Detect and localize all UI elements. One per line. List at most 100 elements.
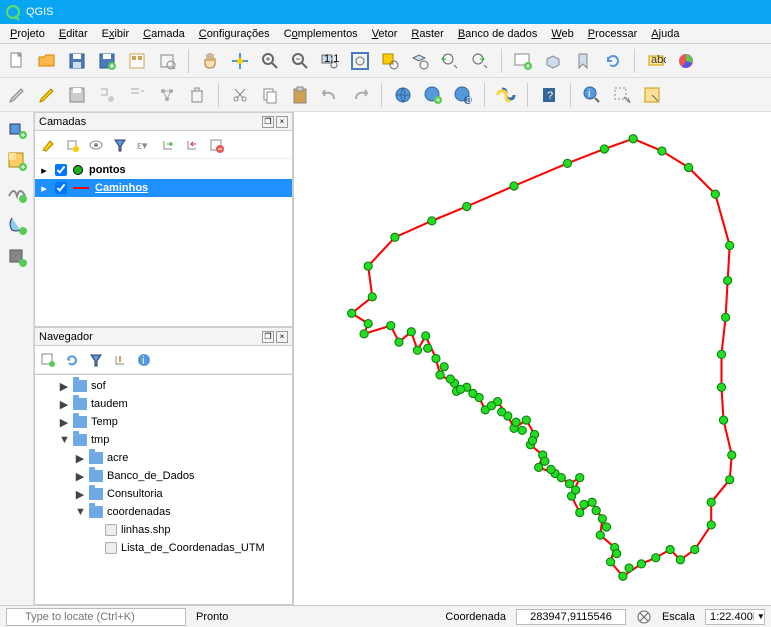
add-postgis-layer-icon[interactable] <box>4 244 30 270</box>
help-book-icon[interactable]: ? <box>536 82 562 108</box>
menu-editar[interactable]: Editar <box>53 26 94 42</box>
add-text-layer-icon[interactable] <box>4 180 30 206</box>
edit-pencil-icon[interactable] <box>4 82 30 108</box>
tree-row[interactable]: ▶Banco_de_Dados <box>35 467 292 485</box>
add-spatialite-layer-icon[interactable] <box>4 212 30 238</box>
tree-row[interactable]: ▶Temp <box>35 413 292 431</box>
layer-filter-icon[interactable] <box>63 136 81 154</box>
menu-camada[interactable]: Camada <box>137 26 191 42</box>
panel-close-icon[interactable]: × <box>276 331 288 343</box>
save-as-icon[interactable] <box>94 48 120 74</box>
select-rect-icon[interactable] <box>639 82 665 108</box>
layer-eye-icon[interactable] <box>87 136 105 154</box>
zoom-layer-icon[interactable] <box>407 48 433 74</box>
menu-projeto[interactable]: Projeto <box>4 26 51 42</box>
python-console-icon[interactable] <box>493 82 519 108</box>
tree-row[interactable]: ▶Consultoria <box>35 485 292 503</box>
globe-metasearch-icon[interactable] <box>390 82 416 108</box>
browser-refresh-icon[interactable] <box>63 351 81 369</box>
panel-float-icon[interactable]: ❐ <box>262 116 274 128</box>
diagram-tool-icon[interactable] <box>673 48 699 74</box>
map-canvas[interactable] <box>294 112 771 605</box>
layer-remove-icon[interactable] <box>207 136 225 154</box>
tree-toggle[interactable]: ▶ <box>59 416 69 429</box>
new-map-view-icon[interactable] <box>510 48 536 74</box>
paste-icon[interactable] <box>287 82 313 108</box>
layer-row[interactable]: ▸Caminhos <box>35 179 292 197</box>
edit-pencil-yellow-icon[interactable] <box>34 82 60 108</box>
menu-vetor[interactable]: Vetor <box>366 26 404 42</box>
layer-visibility-checkbox[interactable] <box>55 182 67 194</box>
zoom-out-icon[interactable] <box>287 48 313 74</box>
menu-exibir[interactable]: Exibir <box>96 26 136 42</box>
layer-visibility-checkbox[interactable] <box>55 164 67 176</box>
menu-raster[interactable]: Raster <box>405 26 449 42</box>
layer-expand-icon[interactable] <box>159 136 177 154</box>
layout-manager-icon[interactable] <box>124 48 150 74</box>
layer-expression-icon[interactable]: ε▾ <box>135 136 153 154</box>
undo-icon[interactable] <box>317 82 343 108</box>
layer-style-icon[interactable] <box>39 136 57 154</box>
tree-row[interactable]: Lista_de_Coordenadas_UTM <box>35 539 292 557</box>
cut-icon[interactable] <box>227 82 253 108</box>
redo-icon[interactable] <box>347 82 373 108</box>
tree-row[interactable]: ▼tmp <box>35 431 292 449</box>
tree-toggle[interactable]: ▶ <box>75 470 85 483</box>
save-icon[interactable] <box>64 48 90 74</box>
layer-collapse-icon[interactable] <box>183 136 201 154</box>
add-raster-layer-icon[interactable] <box>4 148 30 174</box>
move-feature-icon[interactable] <box>124 82 150 108</box>
zoom-next-icon[interactable] <box>467 48 493 74</box>
zoom-full-icon[interactable] <box>347 48 373 74</box>
browser-collapse-icon[interactable] <box>111 351 129 369</box>
locator-search-input[interactable] <box>6 608 186 626</box>
layer-expand-toggle[interactable]: ▸ <box>39 164 49 177</box>
style-manager-icon[interactable] <box>154 48 180 74</box>
layer-funnel-icon[interactable] <box>111 136 129 154</box>
add-vector-layer-icon[interactable] <box>4 116 30 142</box>
new-bookmark-icon[interactable] <box>570 48 596 74</box>
zoom-in-icon[interactable] <box>257 48 283 74</box>
tree-toggle[interactable]: ▼ <box>75 506 85 518</box>
new-3d-view-icon[interactable] <box>540 48 566 74</box>
panel-float-icon[interactable]: ❐ <box>262 331 274 343</box>
select-tool-icon[interactable] <box>609 82 635 108</box>
zoom-selection-icon[interactable] <box>377 48 403 74</box>
add-feature-icon[interactable] <box>94 82 120 108</box>
delete-icon[interactable] <box>184 82 210 108</box>
scale-selector[interactable]: 1:22.400▼ <box>705 609 765 625</box>
layer-expand-toggle[interactable]: ▸ <box>39 182 49 195</box>
label-tool-icon[interactable]: abc <box>643 48 669 74</box>
tree-toggle[interactable]: ▶ <box>59 398 69 411</box>
open-folder-icon[interactable] <box>34 48 60 74</box>
menu-configurações[interactable]: Configurações <box>193 26 276 42</box>
extents-toggle-icon[interactable] <box>636 609 652 625</box>
tree-row[interactable]: ▼coordenadas <box>35 503 292 521</box>
tree-toggle[interactable]: ▼ <box>59 434 69 446</box>
menu-banco de dados[interactable]: Banco de dados <box>452 26 544 42</box>
browser-filter-icon[interactable] <box>87 351 105 369</box>
identify-icon[interactable]: i <box>579 82 605 108</box>
browser-properties-icon[interactable]: i <box>135 351 153 369</box>
tree-toggle[interactable]: ▶ <box>75 488 85 501</box>
pan-icon[interactable] <box>197 48 223 74</box>
menu-complementos[interactable]: Complementos <box>278 26 364 42</box>
tree-toggle[interactable]: ▶ <box>59 380 69 393</box>
refresh-icon[interactable] <box>600 48 626 74</box>
zoom-last-icon[interactable] <box>437 48 463 74</box>
layer-row[interactable]: ▸pontos <box>35 161 292 179</box>
tree-row[interactable]: ▶taudem <box>35 395 292 413</box>
menu-web[interactable]: Web <box>545 26 579 42</box>
tree-row[interactable]: linhas.shp <box>35 521 292 539</box>
tree-row[interactable]: ▶acre <box>35 449 292 467</box>
save-edits-icon[interactable] <box>64 82 90 108</box>
new-project-icon[interactable] <box>4 48 30 74</box>
menu-ajuda[interactable]: Ajuda <box>645 26 685 42</box>
pan-to-selection-icon[interactable] <box>227 48 253 74</box>
browser-add-icon[interactable] <box>39 351 57 369</box>
copy-icon[interactable] <box>257 82 283 108</box>
panel-close-icon[interactable]: × <box>276 116 288 128</box>
node-tool-icon[interactable] <box>154 82 180 108</box>
globe-plus-icon[interactable] <box>420 82 446 108</box>
tree-row[interactable]: ▶sof <box>35 377 292 395</box>
